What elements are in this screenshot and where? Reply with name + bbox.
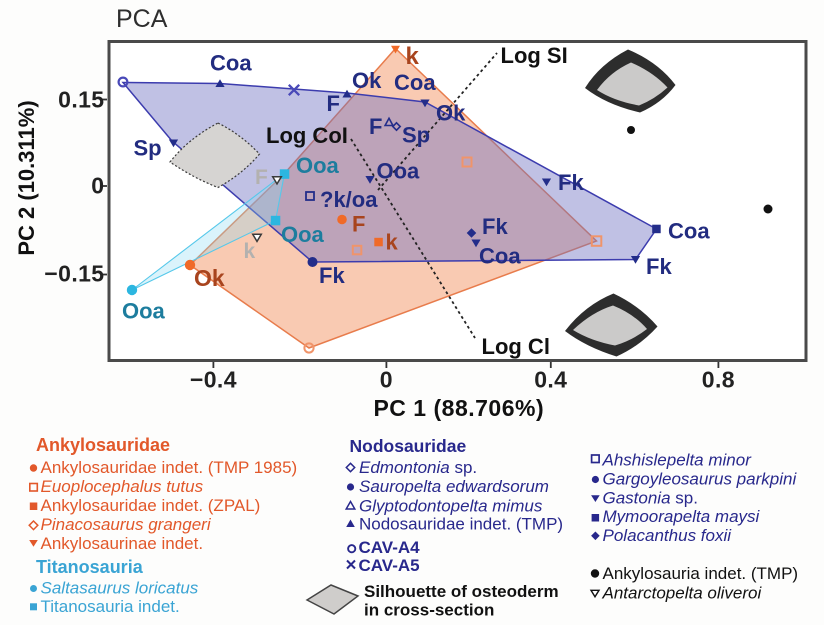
svg-text:−0.15: −0.15 [44,261,104,287]
svg-text:CAV-A4: CAV-A4 [359,538,421,557]
svg-text:Ooa: Ooa [281,222,325,247]
svg-text:F: F [369,114,382,139]
svg-text:F: F [352,212,365,237]
svg-text:Ooa: Ooa [122,299,166,324]
svg-text:Fk: Fk [558,170,584,195]
svg-text:Polacanthus foxii: Polacanthus foxii [603,526,733,545]
svg-text:0: 0 [380,367,393,393]
svg-text:Ankylosauridae: Ankylosauridae [36,435,170,455]
svg-text:PC 1 (88.706%): PC 1 (88.706%) [373,395,544,421]
svg-text:Gargoyleosaurus parkpini: Gargoyleosaurus parkpini [603,470,798,489]
svg-text:Ankylosauridae indet. (ZPAL): Ankylosauridae indet. (ZPAL) [41,496,261,515]
svg-text:Fk: Fk [646,254,672,279]
svg-text:Coa: Coa [394,70,436,95]
svg-text:Sp: Sp [402,123,430,148]
svg-text:Antarctopelta oliveroi: Antarctopelta oliveroi [602,584,763,603]
svg-text:Ok: Ok [194,265,225,291]
svg-text:F: F [255,166,268,189]
svg-text:Sauropelta edwardsorum: Sauropelta edwardsorum [359,477,549,496]
svg-text:Coa: Coa [479,244,521,269]
svg-text:Coa: Coa [210,51,252,76]
svg-text:Ooa: Ooa [296,153,340,178]
svg-text:Pinacosaurus grangeri: Pinacosaurus grangeri [41,515,212,534]
svg-text:k: k [386,230,399,255]
svg-text:0.15: 0.15 [58,87,104,113]
svg-text:Log CoI: Log CoI [266,123,348,148]
svg-text:Nodosauridae: Nodosauridae [350,436,467,456]
svg-text:Ahshislepelta minor: Ahshislepelta minor [602,451,753,470]
svg-text:Log SI: Log SI [501,43,568,68]
svg-text:k: k [406,43,420,70]
svg-text:Fk: Fk [319,263,345,288]
svg-text:Ankylosauridae indet. (TMP 198: Ankylosauridae indet. (TMP 1985) [41,458,298,477]
svg-text:PC 2 (10.311%): PC 2 (10.311%) [14,100,39,255]
svg-text:Ok: Ok [352,68,382,93]
svg-text:Gastonia sp.: Gastonia sp. [603,489,698,508]
svg-text:Edmontonia sp.: Edmontonia sp. [359,458,477,477]
svg-text:Euoplocephalus tutus: Euoplocephalus tutus [41,477,204,496]
svg-text:Glyptodontopelta mimus: Glyptodontopelta mimus [359,497,543,516]
svg-text:Coa: Coa [668,219,710,244]
svg-text:PCA: PCA [116,5,168,33]
svg-text:Silhouette of osteoderm: Silhouette of osteoderm [364,582,559,601]
svg-text:0: 0 [91,173,104,199]
svg-text:0.8: 0.8 [702,367,735,393]
svg-text:Fk: Fk [482,214,508,239]
svg-text:Titanosauria indet.: Titanosauria indet. [41,597,180,616]
svg-text:?k/oa: ?k/oa [320,187,378,212]
svg-text:Ok: Ok [436,101,466,126]
svg-text:Saltasaurus loricatus: Saltasaurus loricatus [41,579,199,598]
svg-text:k: k [244,240,256,263]
svg-text:Log Cl: Log Cl [482,334,550,359]
svg-text:Titanosauria: Titanosauria [36,557,144,577]
svg-text:CAV-A5: CAV-A5 [359,556,420,575]
svg-text:Sp: Sp [134,136,162,161]
svg-text:Ooa: Ooa [377,159,421,184]
svg-text:−0.4: −0.4 [190,367,237,393]
svg-text:Mymoorapelta maysi: Mymoorapelta maysi [603,507,761,526]
svg-text:in cross-section: in cross-section [364,601,494,620]
svg-text:Ankylosaurinae indet.: Ankylosaurinae indet. [41,534,204,553]
svg-text:Nodosauridae indet. (TMP): Nodosauridae indet. (TMP) [359,515,563,534]
svg-text:F: F [327,91,340,116]
svg-text:Ankylosauria indet. (TMP): Ankylosauria indet. (TMP) [603,564,799,583]
svg-text:0.4: 0.4 [534,367,567,393]
